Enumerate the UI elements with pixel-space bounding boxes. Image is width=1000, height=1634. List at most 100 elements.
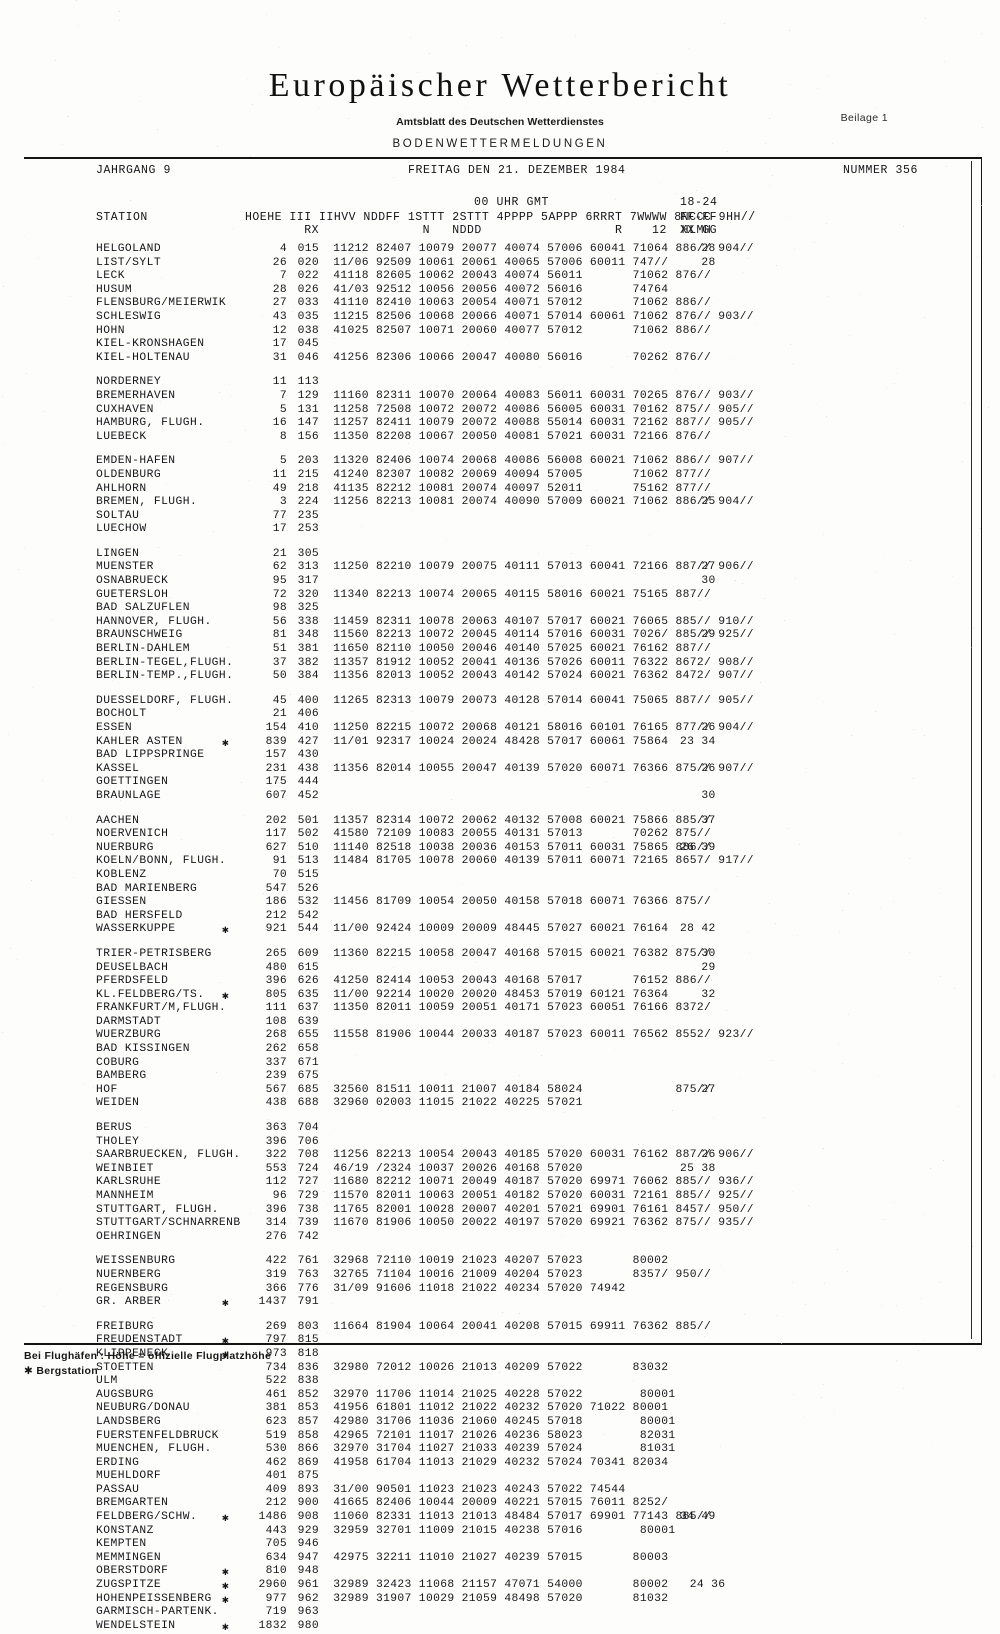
- ffff-xxgg-value: 29: [680, 962, 716, 974]
- station-observation-groups: 623 857 42980 31706 11036 21060 40245 570…: [245, 1416, 675, 1428]
- station-observation-groups: 50 384 11356 82013 10052 20043 40142 5702…: [245, 670, 754, 682]
- table-row: WEIDEN 438 688 32960 02003 11015 21022 402…: [0, 1097, 1000, 1111]
- scan-speckle: [73, 877, 74, 878]
- scan-speckle: [939, 893, 940, 894]
- table-row: HAMBURG, FLUGH. 16 147 11257 82411 10079 2…: [0, 417, 1000, 431]
- station-name: KOELN/BONN, FLUGH.: [96, 855, 226, 867]
- scan-speckle: [519, 1075, 520, 1076]
- scan-speckle: [571, 1273, 572, 1274]
- station-iii: 947: [287, 1552, 319, 1564]
- station-iii: 685: [287, 1084, 319, 1096]
- scan-speckle: [160, 401, 161, 402]
- table-row: BREMERHAVEN 7 129 11160 82311 10070 20064 …: [0, 390, 1000, 404]
- table-row: WASSERKUPPE ✱ 921 544 11/00 92424 10009 200…: [0, 923, 1000, 937]
- station-observation-groups: 26 020 11/06 92509 10061 20061 40065 5700…: [245, 257, 668, 269]
- issue-meta-row: JAHRGANG 9 FREITAG DEN 21. DEZEMBER 1984…: [0, 164, 1000, 180]
- scan-speckle: [675, 1093, 676, 1094]
- synop-code-groups: 32968 72110 10019 21023 40207 57023 8000…: [319, 1255, 668, 1267]
- station-observation-groups: 5 131 11258 72508 10072 20072 40086 56005…: [245, 404, 754, 416]
- footnote-block: Bei Flughäfen : Höhe = offizielle Flugpl…: [24, 1349, 271, 1379]
- scan-speckle: [931, 1445, 932, 1446]
- station-iii: 026: [287, 284, 319, 296]
- station-observation-groups: 462 869 41958 61704 11013 21029 40232 570…: [245, 1457, 668, 1469]
- ffff-xxgg-value: 27: [680, 561, 716, 573]
- station-iii: 738: [287, 1204, 319, 1216]
- scan-speckle: [944, 61, 945, 62]
- scan-speckle: [695, 1160, 696, 1161]
- station-observation-groups: 1832 980: [245, 1620, 319, 1632]
- scan-speckle: [135, 453, 136, 454]
- ffff-xxgg-value: 26 39: [680, 842, 716, 854]
- synop-code-groups: 11340 82213 10074 20065 40115 58016 6002…: [319, 589, 711, 601]
- scan-speckle: [462, 883, 463, 884]
- ffff-xxgg-value: 26: [680, 763, 716, 775]
- station-name: PFERDSFELD: [96, 975, 168, 987]
- scan-speckle: [672, 1110, 673, 1111]
- scan-speckle: [805, 1304, 806, 1305]
- scan-speckle: [10, 948, 11, 949]
- station-observation-groups: 28 026 41/03 92512 10056 20056 40072 5601…: [245, 284, 668, 296]
- station-observation-groups: 81 348 11560 82213 10072 20045 40114 5701…: [245, 629, 754, 641]
- scan-speckle: [896, 1360, 897, 1361]
- station-hoehe: 17: [245, 523, 287, 535]
- station-hoehe: 547: [245, 883, 287, 895]
- scan-speckle: [943, 1160, 944, 1161]
- scan-speckle: [842, 1063, 843, 1064]
- station-name: NEUBURG/DONAU: [96, 1402, 190, 1414]
- scan-speckle: [393, 177, 394, 178]
- table-row: ERDING 462 869 41958 61704 11013 21029 402…: [0, 1457, 1000, 1471]
- scan-speckle: [700, 600, 701, 601]
- scan-speckle: [946, 166, 947, 167]
- station-observation-groups: 56 338 11459 82311 10078 20063 40107 5701…: [245, 616, 754, 628]
- station-observation-groups: 117 502 41580 72109 10083 20055 40131 570…: [245, 828, 711, 840]
- station-iii: 305: [287, 548, 319, 560]
- station-hoehe: 111: [245, 1002, 287, 1014]
- scan-speckle: [821, 1397, 822, 1398]
- station-name: GUETERSLOH: [96, 589, 168, 601]
- scan-speckle: [17, 959, 18, 960]
- station-observation-groups: 95 317: [245, 575, 319, 587]
- scan-speckle: [962, 461, 963, 462]
- synop-code-groups: 11670 81906 10050 20022 40197 57020 6992…: [319, 1217, 754, 1229]
- scan-speckle: [673, 810, 674, 811]
- station-iii: 658: [287, 1043, 319, 1055]
- station-name: BRAUNSCHWEIG: [96, 629, 183, 641]
- station-observation-groups: 186 532 11456 81709 10054 20050 40158 570…: [245, 896, 711, 908]
- scan-speckle: [331, 920, 332, 921]
- station-iii: 776: [287, 1283, 319, 1295]
- station-observation-groups: 11 113: [245, 376, 319, 388]
- scan-speckle: [971, 647, 972, 648]
- station-iii: 502: [287, 828, 319, 840]
- station-iii: 853: [287, 1402, 319, 1414]
- station-observation-groups: 12 038 41025 82507 10071 20060 40077 5701…: [245, 325, 711, 337]
- scan-speckle: [633, 1380, 634, 1381]
- synop-code-groups: 42980 31706 11036 21060 40245 57018 8000…: [319, 1416, 675, 1428]
- scan-speckle: [128, 527, 129, 528]
- table-row: BERLIN-TEGEL,FLUGH. 37 382 11357 81912 100…: [0, 657, 1000, 671]
- scan-speckle: [726, 1010, 727, 1011]
- station-iii: 838: [287, 1375, 319, 1387]
- station-observation-groups: 98 325: [245, 602, 319, 614]
- scan-speckle: [939, 1282, 940, 1283]
- station-name: STUTTGART/SCHNARRENB: [96, 1217, 241, 1229]
- station-iii: 609: [287, 948, 319, 960]
- table-row: GR. ARBER ✱ 1437 791: [0, 1296, 1000, 1310]
- scan-speckle: [903, 226, 904, 227]
- scan-speckle: [348, 1408, 349, 1409]
- table-row: KIEL-HOLTENAU 31 046 41256 82306 10066 200…: [0, 352, 1000, 366]
- station-name: BAD HERSFELD: [96, 910, 183, 922]
- station-hoehe: 186: [245, 896, 287, 908]
- station-observation-groups: 212 542: [245, 910, 319, 922]
- scan-speckle: [688, 508, 689, 509]
- table-row: SAARBRUECKEN, FLUGH. 322 708 11256 82213 1…: [0, 1149, 1000, 1163]
- scan-speckle: [587, 787, 588, 788]
- synop-code-groups: 11680 82212 10071 20049 40187 57020 6997…: [319, 1176, 754, 1188]
- station-iii: 946: [287, 1538, 319, 1550]
- station-hoehe: 567: [245, 1084, 287, 1096]
- station-hoehe: 627: [245, 842, 287, 854]
- station-observation-groups: 461 852 32970 11706 11014 21025 40228 570…: [245, 1389, 675, 1401]
- station-iii: 671: [287, 1057, 319, 1069]
- station-hoehe: 8: [245, 431, 287, 443]
- scan-speckle: [823, 1384, 824, 1385]
- scan-speckle: [988, 407, 989, 408]
